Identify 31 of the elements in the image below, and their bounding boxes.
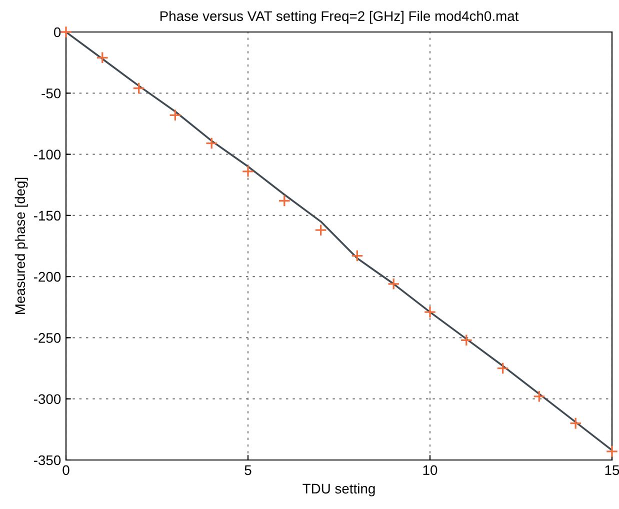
y-tick-label: 0 — [54, 27, 61, 38]
y-tick-label: -200 — [34, 272, 61, 282]
point — [168, 108, 182, 122]
point — [569, 417, 582, 430]
point — [60, 26, 72, 38]
point — [606, 445, 618, 458]
point — [387, 278, 400, 290]
x-tick-label: 15 — [605, 465, 619, 476]
point — [350, 250, 364, 262]
point — [205, 137, 218, 150]
point — [532, 390, 546, 403]
y-tick-label: -50 — [42, 88, 61, 98]
point — [242, 165, 254, 178]
y-tick-label: -150 — [34, 210, 61, 221]
point — [460, 334, 473, 346]
chart-title: Phase versus VAT setting Freq=2 [GHz] File mod4ch0.mat — [160, 10, 519, 24]
y-tick-label: -100 — [34, 150, 61, 160]
x-tick-label: 5 — [244, 465, 252, 476]
y-axis-title: Measured phase [deg] — [14, 178, 28, 314]
point — [132, 82, 146, 94]
x-tick-label: 10 — [423, 465, 438, 476]
x-axis-title: TDU setting — [302, 483, 375, 496]
y-tick-label: -350 — [34, 455, 61, 466]
y-tick-label: -300 — [34, 394, 61, 404]
x-tick-label: 0 — [62, 465, 70, 476]
y-tick-label: -250 — [34, 333, 61, 343]
point — [496, 362, 510, 374]
point — [278, 194, 291, 207]
point — [96, 51, 109, 64]
point — [424, 306, 436, 318]
point — [314, 224, 328, 236]
